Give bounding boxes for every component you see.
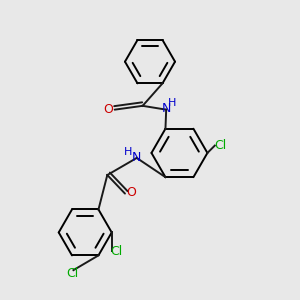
Text: O: O bbox=[127, 187, 136, 200]
Text: O: O bbox=[103, 103, 113, 116]
Text: N: N bbox=[132, 151, 141, 164]
Text: Cl: Cl bbox=[66, 267, 78, 280]
Text: H: H bbox=[168, 98, 176, 108]
Text: Cl: Cl bbox=[214, 139, 226, 152]
Text: N: N bbox=[161, 102, 171, 115]
Text: Cl: Cl bbox=[110, 245, 122, 258]
Text: H: H bbox=[124, 147, 132, 157]
